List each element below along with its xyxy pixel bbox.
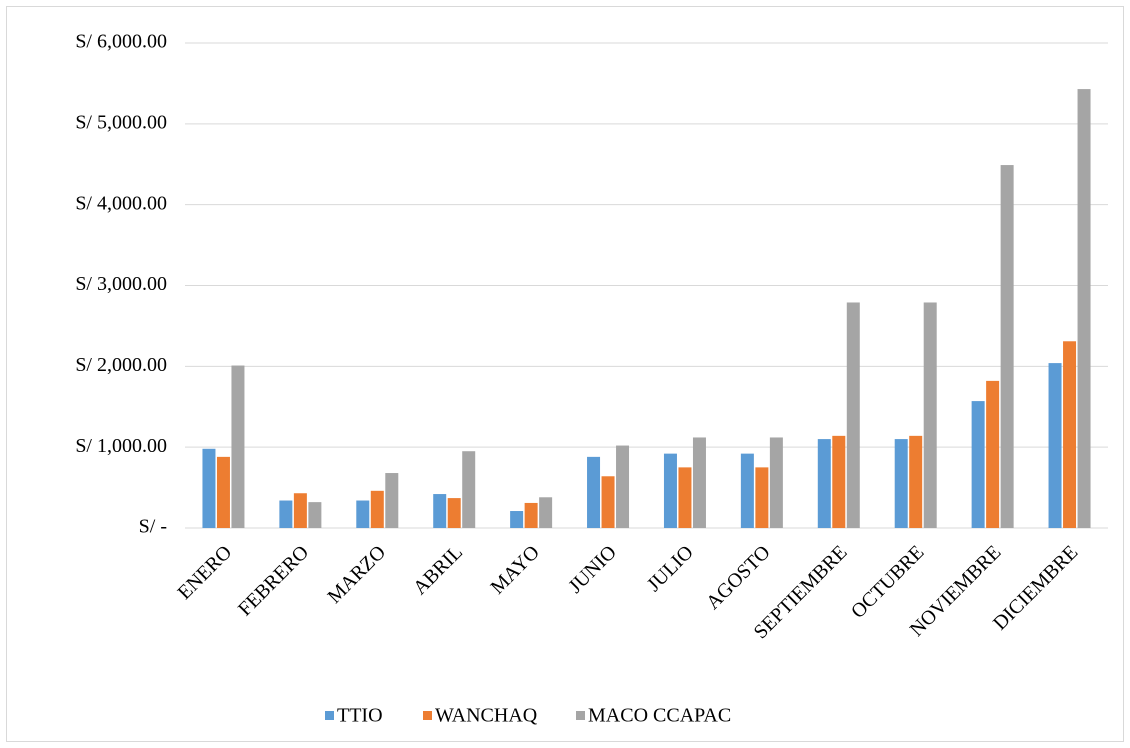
legend-swatch bbox=[423, 711, 432, 720]
y-tick-label: S/ 2,000.00 bbox=[75, 354, 167, 376]
bar bbox=[755, 467, 769, 528]
y-tick-label: S/ 3,000.00 bbox=[75, 273, 167, 295]
bar bbox=[894, 439, 908, 528]
y-tick-label: S/ 5,000.00 bbox=[75, 111, 167, 133]
legend-label: MACO CCAPAC bbox=[588, 705, 731, 727]
bar bbox=[370, 490, 384, 528]
bar bbox=[293, 493, 307, 528]
bar bbox=[1077, 89, 1091, 528]
bar bbox=[923, 302, 937, 528]
bar bbox=[909, 435, 923, 528]
y-tick-label: S/ - bbox=[139, 516, 167, 538]
legend-swatch bbox=[325, 711, 334, 720]
bar bbox=[832, 435, 846, 528]
bar bbox=[462, 451, 476, 528]
bar bbox=[616, 445, 630, 528]
bar bbox=[539, 497, 553, 528]
y-tick-label: S/ 4,000.00 bbox=[75, 192, 167, 214]
bar bbox=[1048, 363, 1062, 528]
bar bbox=[817, 439, 831, 528]
bar bbox=[356, 500, 370, 528]
bar bbox=[601, 476, 615, 528]
bar bbox=[663, 453, 677, 528]
legend-swatch bbox=[576, 711, 585, 720]
bar bbox=[385, 473, 399, 528]
legend-label: TTIO bbox=[337, 705, 383, 727]
bar bbox=[202, 448, 216, 528]
bar bbox=[279, 500, 293, 528]
y-tick-label: S/ 6,000.00 bbox=[75, 31, 167, 53]
bar bbox=[1063, 341, 1077, 528]
bar bbox=[986, 380, 1000, 528]
bar bbox=[846, 302, 860, 528]
bar bbox=[433, 494, 447, 528]
legend-label: WANCHAQ bbox=[435, 705, 538, 727]
bar bbox=[231, 365, 245, 528]
bar bbox=[524, 502, 538, 528]
bar bbox=[740, 453, 754, 528]
bar bbox=[692, 437, 706, 528]
bar bbox=[447, 498, 461, 528]
bar bbox=[587, 456, 601, 528]
y-tick-label: S/ 1,000.00 bbox=[75, 435, 167, 457]
bar bbox=[678, 467, 692, 528]
bar bbox=[971, 401, 985, 528]
bar bbox=[769, 437, 783, 528]
bar bbox=[510, 511, 524, 528]
bar bbox=[216, 456, 230, 528]
bar bbox=[308, 502, 322, 528]
chart-frame bbox=[6, 6, 1124, 742]
bar bbox=[1000, 165, 1014, 528]
